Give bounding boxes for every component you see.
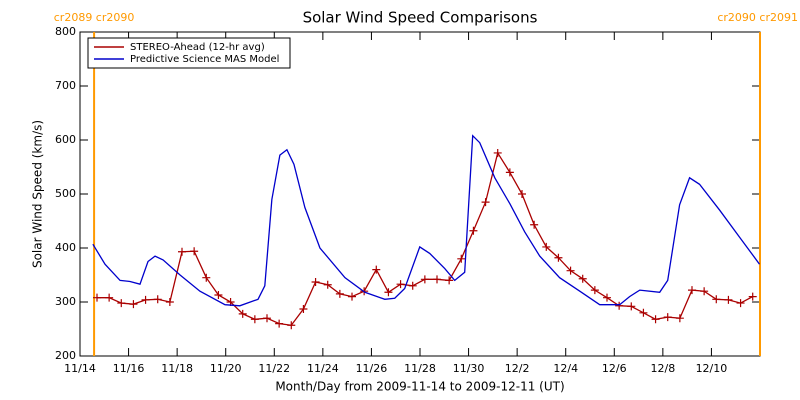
x-tick-label: 12/10: [696, 362, 728, 375]
y-axis-label: Solar Wind Speed (km/s): [31, 120, 45, 268]
x-tick-label: 11/18: [161, 362, 193, 375]
data-point: [93, 293, 101, 302]
data-point: [263, 314, 271, 323]
data-point: [736, 299, 745, 308]
data-point: [433, 275, 441, 284]
data-point: [712, 295, 721, 304]
data-point: [457, 254, 466, 263]
data-point: [505, 168, 514, 177]
legend-box: [87, 37, 291, 69]
y-tick-label: 800: [55, 25, 76, 38]
data-point: [348, 292, 356, 301]
x-tick-label: 11/30: [453, 362, 485, 375]
y-tick-label: 200: [55, 349, 76, 362]
data-point: [238, 309, 247, 318]
y-tick-label: 500: [55, 187, 76, 200]
data-point: [748, 292, 757, 301]
x-tick-label: 12/4: [553, 362, 578, 375]
legend-label: Predictive Science MAS Model: [130, 54, 279, 65]
data-point: [323, 280, 332, 289]
data-point: [396, 280, 405, 289]
x-tick-label: 11/28: [404, 362, 436, 375]
annotation-label: cr2089 cr2090: [54, 11, 135, 24]
data-point: [530, 220, 539, 229]
x-tick-label: 12/6: [602, 362, 627, 375]
data-point: [250, 315, 259, 324]
data-point: [202, 273, 211, 282]
legend-label: STEREO-Ahead (12-hr avg): [130, 42, 265, 53]
data-point: [445, 276, 454, 285]
data-point: [105, 293, 114, 302]
data-point: [335, 289, 344, 298]
data-point: [117, 299, 126, 308]
y-tick-label: 300: [55, 295, 76, 308]
data-point: [603, 293, 611, 302]
data-point: [384, 288, 393, 297]
data-point: [542, 242, 551, 251]
data-point: [299, 305, 308, 314]
data-point: [615, 301, 624, 310]
data-point: [420, 275, 429, 284]
annotation-label: cr2090 cr2091: [717, 11, 798, 24]
data-point: [688, 286, 696, 295]
data-point: [639, 308, 648, 317]
data-point: [554, 253, 563, 262]
data-point: [518, 190, 526, 198]
data-point: [214, 290, 223, 299]
y-tick-label: 600: [55, 133, 76, 146]
x-tick-label: 12/2: [505, 362, 530, 375]
x-tick-label: 11/24: [307, 362, 339, 375]
data-point: [141, 295, 150, 304]
data-point: [275, 319, 284, 328]
y-tick-label: 400: [55, 241, 76, 254]
data-point: [165, 298, 174, 306]
chart-title: Solar Wind Speed Comparisons: [303, 9, 538, 27]
data-point: [627, 302, 636, 311]
data-point: [372, 265, 381, 274]
data-point: [287, 321, 296, 330]
data-point: [469, 226, 478, 235]
data-point: [481, 198, 490, 207]
data-point: [566, 266, 575, 275]
series-line: [92, 134, 760, 307]
x-axis-label: Month/Day from 2009-11-14 to 2009-12-11 …: [275, 380, 564, 394]
data-point: [700, 287, 709, 296]
data-point: [675, 314, 684, 323]
x-tick-label: 11/26: [356, 362, 388, 375]
x-tick-label: 11/14: [64, 362, 96, 375]
data-point: [129, 300, 138, 309]
y-tick-label: 700: [55, 79, 76, 92]
x-tick-label: 11/16: [113, 362, 145, 375]
data-point: [724, 295, 733, 304]
data-point: [663, 313, 672, 322]
data-point: [311, 278, 320, 287]
data-point: [493, 148, 502, 157]
data-point: [153, 295, 162, 304]
data-point: [651, 315, 660, 324]
data-point: [578, 274, 587, 283]
x-tick-label: 12/8: [651, 362, 676, 375]
data-point: [178, 247, 186, 256]
data-point: [590, 286, 599, 295]
data-point: [190, 247, 199, 256]
data-point: [408, 281, 417, 290]
x-tick-label: 11/20: [210, 362, 242, 375]
x-tick-label: 11/22: [258, 362, 290, 375]
